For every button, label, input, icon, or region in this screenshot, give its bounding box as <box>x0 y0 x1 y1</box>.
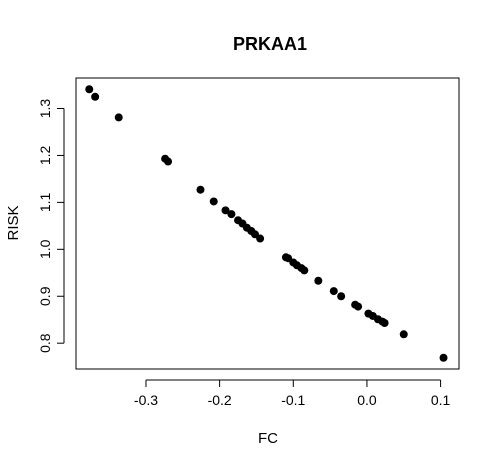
x-tick-label: -0.2 <box>208 392 232 408</box>
data-point <box>85 85 94 94</box>
chart-title: PRKAA1 <box>233 34 307 54</box>
data-point <box>256 234 265 243</box>
x-axis-label: FC <box>258 430 278 447</box>
plot-frame <box>75 77 460 370</box>
x-tick-label: -0.1 <box>281 392 305 408</box>
y-tick-label: 0.9 <box>37 286 53 306</box>
y-tick-label: 1.2 <box>37 146 53 166</box>
y-axis-label: RISK <box>5 205 22 240</box>
data-point <box>221 206 230 215</box>
y-axis: 0.8 0.9 1.0 1.1 1.2 1.3 <box>37 99 65 353</box>
data-point <box>91 92 100 101</box>
data-point <box>399 330 408 339</box>
x-tick-label: 0.1 <box>431 392 451 408</box>
data-point <box>227 210 236 219</box>
x-axis: -0.3 -0.2 -0.1 0.0 0.1 <box>134 379 451 408</box>
x-tick-label: 0.0 <box>357 392 377 408</box>
data-point <box>337 292 346 301</box>
x-tick-label: -0.3 <box>134 392 158 408</box>
data-point <box>209 197 218 206</box>
y-tick-label: 1.3 <box>37 99 53 119</box>
y-tick-label: 1.1 <box>37 192 53 212</box>
data-point <box>196 185 205 194</box>
data-point <box>314 276 323 285</box>
data-point <box>354 302 363 311</box>
data-point <box>114 113 123 122</box>
data-point <box>380 319 389 328</box>
data-points <box>85 85 448 362</box>
y-tick-label: 1.0 <box>37 239 53 259</box>
data-point <box>164 157 173 166</box>
data-point <box>300 266 309 275</box>
y-tick-label: 0.8 <box>37 333 53 353</box>
data-point <box>439 353 448 362</box>
data-point <box>329 287 338 296</box>
